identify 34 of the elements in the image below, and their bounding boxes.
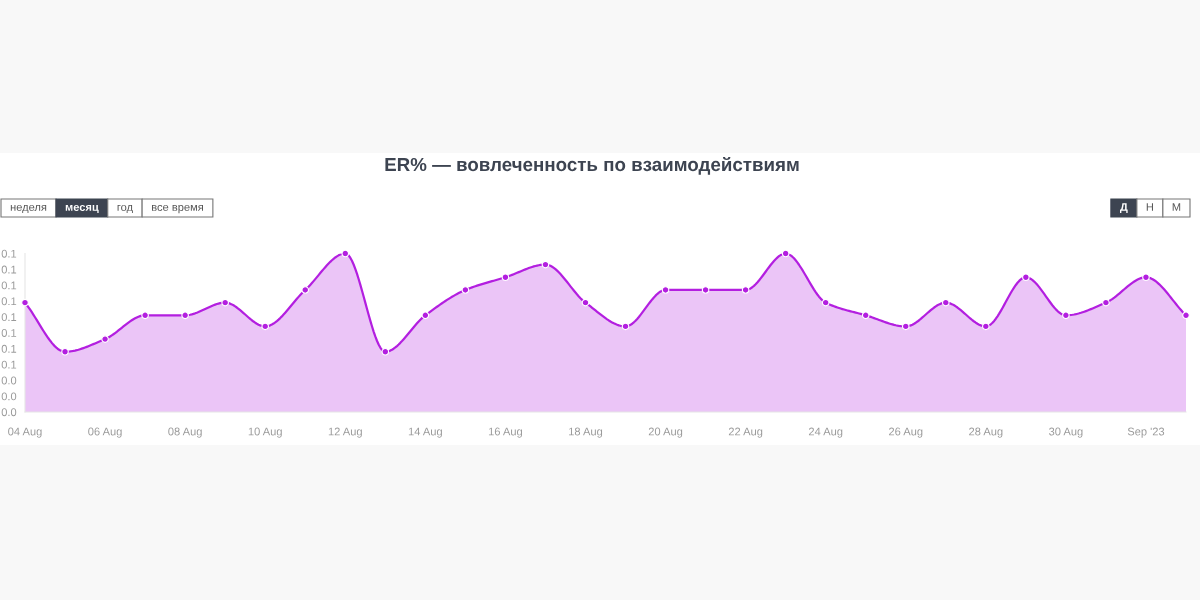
x-tick-label: 06 Aug — [88, 427, 122, 438]
text: Н — [1146, 203, 1153, 211]
y-tick-label: 0.1 — [1, 344, 17, 353]
y-tick-label: 0.0 — [1, 392, 17, 401]
x-tick-label: 22 Aug — [728, 427, 763, 438]
x-tick-label: 30 Aug — [1049, 427, 1083, 438]
y-tick-label: 0.1 — [1, 265, 17, 274]
x-tick-label: 10 Aug — [248, 427, 282, 438]
y-tick-label: 0.1 — [1, 329, 17, 337]
x-tick-label: 08 Aug — [168, 427, 202, 438]
x-tick-label: 24 Aug — [808, 427, 843, 438]
x-tick-label: 26 Aug — [889, 427, 923, 438]
x-tick-label: 04 Aug — [8, 427, 42, 438]
x-tick-label: 28 Aug — [969, 427, 1003, 438]
text: М — [1172, 203, 1181, 211]
y-tick-label: 0.1 — [1, 249, 17, 258]
text: год — [117, 204, 133, 214]
text: неделя — [10, 204, 47, 214]
text: Д — [1120, 203, 1128, 214]
x-tick-label: 20 Aug — [648, 427, 683, 438]
y-tick-label: 0.1 — [1, 360, 17, 369]
y-tick-label: 0.1 — [1, 297, 17, 306]
text: месяц — [65, 204, 99, 214]
y-tick-label: 0.1 — [1, 281, 17, 290]
x-tick-label: Sep '23 — [1127, 427, 1165, 438]
x-tick-label: 18 Aug — [569, 427, 603, 438]
x-tick-label: 16 Aug — [488, 427, 522, 438]
x-tick-label: 12 Aug — [328, 427, 362, 438]
y-tick-label: 0.1 — [1, 313, 17, 322]
x-tick-label: 14 Aug — [408, 427, 442, 438]
y-tick-label: 0.0 — [1, 408, 17, 417]
chart-title: ER% — вовлеченность по взаимодействиям — [385, 157, 799, 175]
text: все время — [152, 204, 203, 214]
y-tick-label: 0.0 — [1, 376, 17, 385]
